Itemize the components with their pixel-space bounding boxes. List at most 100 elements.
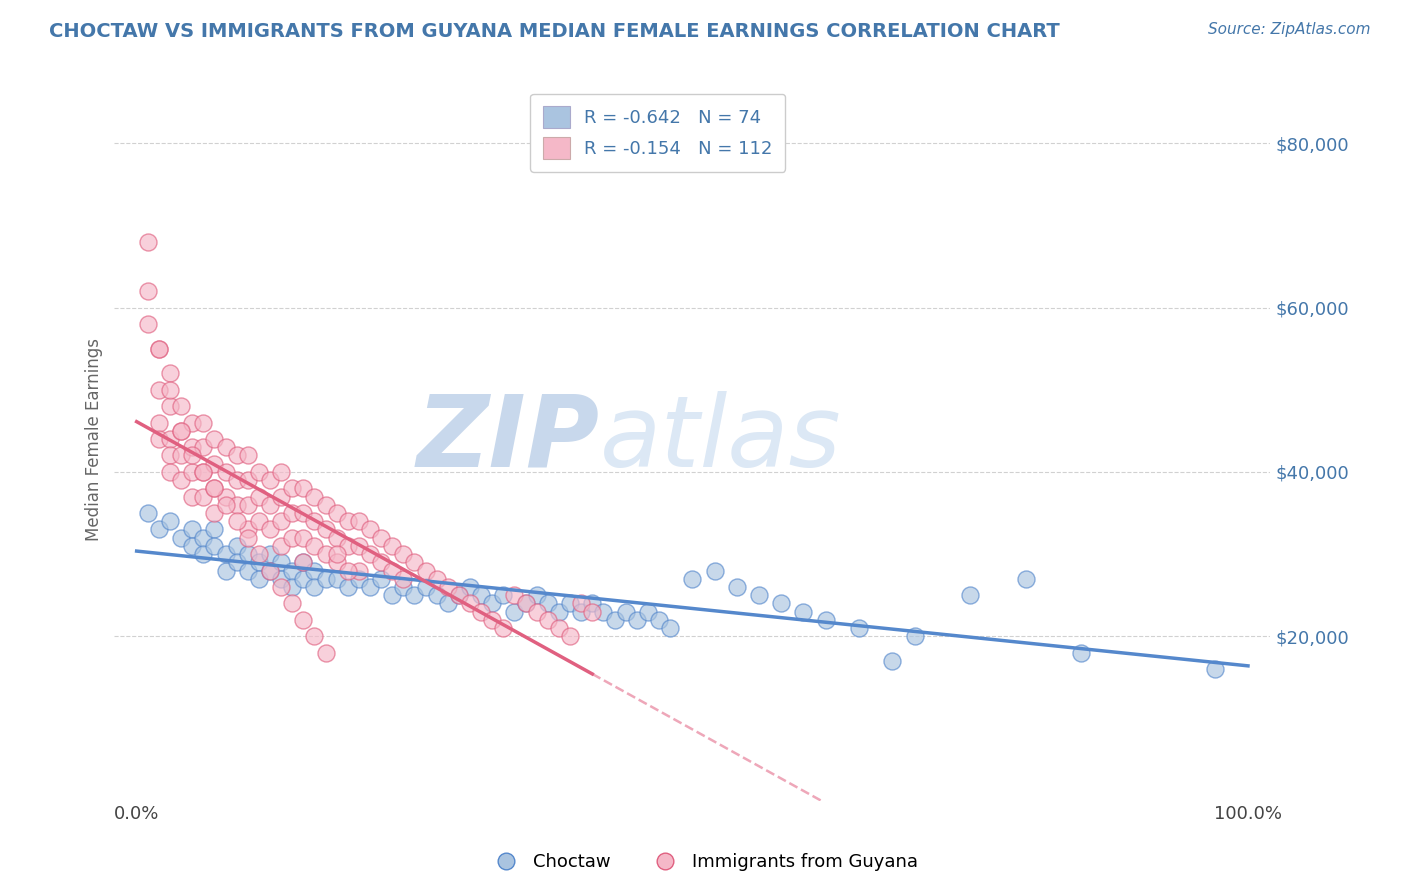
Point: [614, 605, 637, 619]
Point: [270, 580, 292, 594]
Point: [193, 547, 215, 561]
Point: [214, 564, 236, 578]
Point: [259, 547, 281, 561]
Point: [359, 547, 381, 561]
Point: [336, 514, 359, 528]
Point: [481, 596, 503, 610]
Point: [236, 547, 259, 561]
Point: [159, 366, 181, 380]
Point: [370, 555, 392, 569]
Point: [193, 440, 215, 454]
Point: [437, 580, 460, 594]
Point: [447, 588, 470, 602]
Point: [304, 490, 326, 504]
Point: [204, 481, 226, 495]
Point: [903, 629, 925, 643]
Point: [204, 481, 226, 495]
Point: [181, 523, 204, 537]
Point: [214, 490, 236, 504]
Point: [526, 605, 548, 619]
Point: [359, 523, 381, 537]
Point: [569, 596, 592, 610]
Point: [136, 317, 159, 331]
Point: [492, 588, 515, 602]
Point: [304, 514, 326, 528]
Point: [603, 613, 626, 627]
Point: [181, 539, 204, 553]
Point: [492, 621, 515, 635]
Point: [481, 613, 503, 627]
Point: [236, 531, 259, 545]
Point: [558, 629, 581, 643]
Point: [236, 449, 259, 463]
Point: [392, 580, 415, 594]
Point: [581, 596, 603, 610]
Point: [181, 490, 204, 504]
Point: [325, 572, 347, 586]
Point: [470, 605, 492, 619]
Point: [426, 588, 449, 602]
Point: [204, 432, 226, 446]
Y-axis label: Median Female Earnings: Median Female Earnings: [86, 337, 103, 541]
Point: [304, 564, 326, 578]
Point: [281, 531, 304, 545]
Point: [214, 547, 236, 561]
Point: [214, 498, 236, 512]
Point: [292, 506, 315, 520]
Legend: R = -0.642   N = 74, R = -0.154   N = 112: R = -0.642 N = 74, R = -0.154 N = 112: [530, 94, 785, 172]
Point: [558, 596, 581, 610]
Point: [347, 572, 370, 586]
Point: [703, 564, 725, 578]
Point: [292, 613, 315, 627]
Point: [404, 555, 426, 569]
Text: atlas: atlas: [600, 391, 841, 488]
Point: [259, 564, 281, 578]
Point: [193, 416, 215, 430]
Point: [304, 539, 326, 553]
Point: [181, 449, 204, 463]
Point: [247, 465, 270, 479]
Point: [882, 654, 904, 668]
Point: [392, 572, 415, 586]
Point: [315, 646, 337, 660]
Point: [304, 580, 326, 594]
Point: [381, 539, 404, 553]
Point: [381, 588, 404, 602]
Point: [136, 235, 159, 249]
Point: [681, 572, 703, 586]
Point: [415, 580, 437, 594]
Point: [270, 465, 292, 479]
Point: [325, 555, 347, 569]
Point: [304, 629, 326, 643]
Point: [292, 481, 315, 495]
Point: [315, 572, 337, 586]
Point: [204, 539, 226, 553]
Point: [170, 399, 193, 413]
Point: [592, 605, 614, 619]
Point: [503, 605, 526, 619]
Point: [225, 514, 247, 528]
Point: [236, 523, 259, 537]
Point: [725, 580, 748, 594]
Point: [347, 539, 370, 553]
Point: [292, 572, 315, 586]
Point: [159, 383, 181, 397]
Point: [204, 506, 226, 520]
Point: [159, 465, 181, 479]
Point: [292, 555, 315, 569]
Point: [359, 580, 381, 594]
Point: [315, 547, 337, 561]
Point: [193, 490, 215, 504]
Text: ZIP: ZIP: [416, 391, 600, 488]
Point: [204, 523, 226, 537]
Point: [148, 523, 170, 537]
Point: [392, 547, 415, 561]
Point: [814, 613, 837, 627]
Point: [315, 498, 337, 512]
Point: [148, 432, 170, 446]
Point: [792, 605, 814, 619]
Point: [848, 621, 870, 635]
Point: [526, 588, 548, 602]
Point: [181, 465, 204, 479]
Point: [270, 490, 292, 504]
